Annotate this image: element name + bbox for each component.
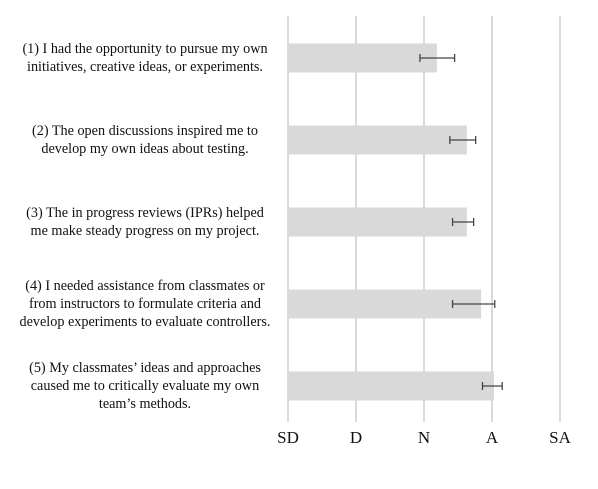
- category-label-line: caused me to critically evaluate my own: [30, 378, 260, 394]
- category-label-line: develop experiments to evaluate controll…: [19, 314, 271, 330]
- error-bar-3: [451, 218, 475, 226]
- category-label-line: me make steady progress on my project.: [30, 223, 260, 239]
- error-bar-5: [481, 382, 503, 390]
- error-bar-2: [449, 136, 477, 144]
- category-label-4: (4) I needed assistance from classmates …: [0, 277, 290, 331]
- bar-item-2: [288, 125, 467, 155]
- category-label-line: initiatives, creative ideas, or experime…: [27, 59, 263, 75]
- tick-label-sd: SD: [277, 428, 299, 447]
- category-label-line: (4) I needed assistance from classmates …: [25, 278, 265, 294]
- error-bar-1: [419, 54, 456, 62]
- bar-item-3: [288, 207, 467, 237]
- category-label-1: (1) I had the opportunity to pursue my o…: [0, 40, 290, 76]
- category-label-line: (1) I had the opportunity to pursue my o…: [22, 41, 268, 57]
- bars: [288, 43, 495, 401]
- category-label-line: (2) The open discussions inspired me to: [32, 123, 258, 139]
- category-label-line: team’s methods.: [98, 396, 192, 412]
- error-bar-4: [451, 300, 496, 308]
- category-label-3: (3) The in progress reviews (IPRs) helpe…: [0, 204, 290, 240]
- bar-item-5: [288, 371, 495, 401]
- bar-item-1: [288, 43, 437, 73]
- category-label-line: develop my own ideas about testing.: [41, 141, 249, 157]
- tick-label-n: N: [417, 428, 431, 447]
- error-bars: [419, 54, 503, 390]
- tick-label-d: D: [349, 428, 363, 447]
- category-label-line: (5) My classmates’ ideas and approaches: [29, 360, 261, 376]
- category-label-line: from instructors to formulate criteria a…: [28, 296, 262, 312]
- bar-item-4: [288, 289, 482, 319]
- category-label-2: (2) The open discussions inspired me to d…: [0, 122, 290, 158]
- category-label-line: (3) The in progress reviews (IPRs) helpe…: [26, 205, 264, 221]
- category-label-5: (5) My classmates’ ideas and approaches c…: [0, 359, 290, 413]
- tick-label-sa: SA: [549, 428, 571, 447]
- tick-label-a: A: [485, 428, 499, 447]
